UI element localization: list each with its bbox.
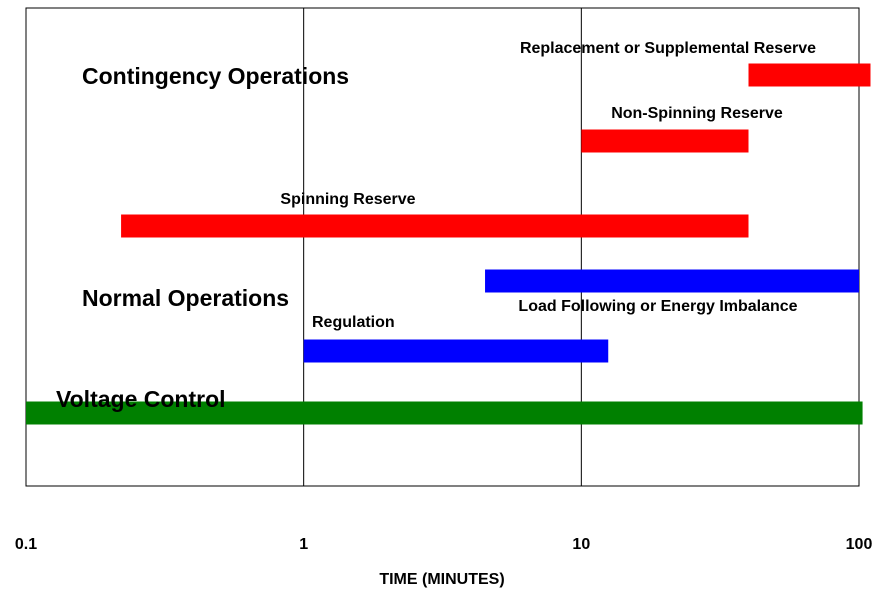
- x-tick-label: 1: [299, 536, 308, 553]
- bar: [748, 63, 871, 87]
- annotation: Voltage Control: [56, 386, 226, 412]
- annotation: Contingency Operations: [82, 63, 349, 89]
- bar: [485, 269, 859, 293]
- bar-label: Regulation: [312, 314, 395, 331]
- x-tick-label: 100: [846, 536, 873, 553]
- x-tick-label: 10: [572, 536, 590, 553]
- bar: [26, 401, 863, 425]
- bar-label: Replacement or Supplemental Reserve: [520, 40, 816, 57]
- bar: [581, 129, 749, 153]
- x-axis-label: TIME (MINUTES): [379, 571, 504, 588]
- x-tick-label: 0.1: [15, 536, 37, 553]
- bar: [121, 214, 749, 238]
- bar-label: Non-Spinning Reserve: [611, 105, 783, 122]
- annotation: Normal Operations: [82, 285, 289, 311]
- bar-label: Spinning Reserve: [280, 191, 415, 208]
- bar: [303, 339, 609, 363]
- bar-label: Load Following or Energy Imbalance: [518, 298, 797, 315]
